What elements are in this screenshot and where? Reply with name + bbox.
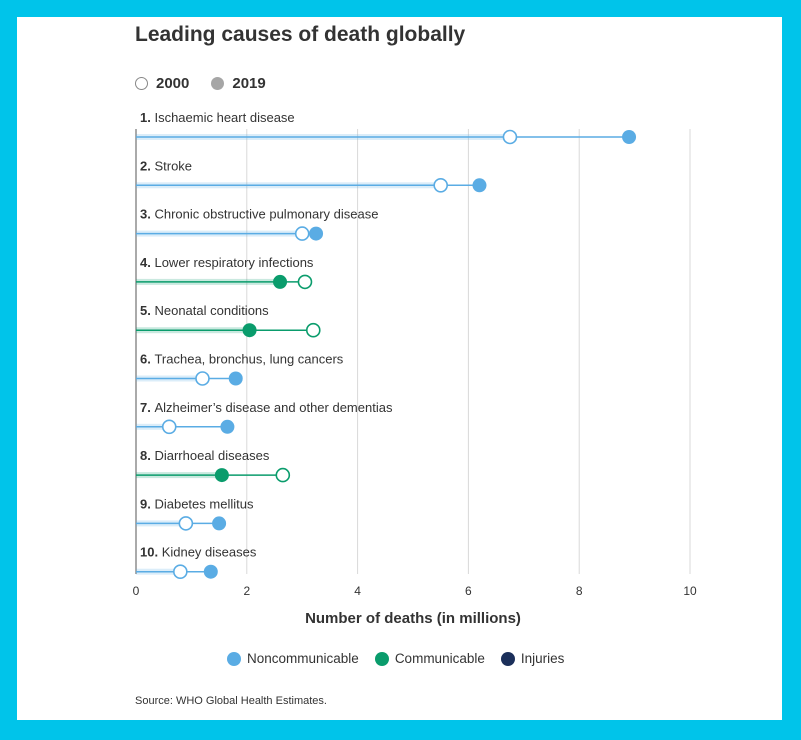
category-rank: 7. (140, 400, 154, 415)
x-tick-label: 4 (354, 584, 361, 598)
category-label: 6. Trachea, bronchus, lung cancers (140, 352, 344, 367)
point-2000 (305, 322, 321, 338)
injuries-legend-dot (500, 651, 515, 666)
point-2019 (472, 178, 487, 193)
point-2019 (622, 130, 637, 144)
point-2000 (433, 178, 449, 193)
noncommunicable-legend-label: Noncommunicable (247, 651, 359, 666)
point-2000 (297, 274, 313, 290)
point-2000 (195, 371, 210, 386)
point-2000 (173, 564, 188, 580)
category-legend: Noncommunicable Communicable Injuries (227, 651, 574, 666)
category-label: 8. Diarrhoeal diseases (140, 448, 270, 463)
category-rank: 9. (140, 496, 154, 511)
category-label: 10. Kidney diseases (140, 545, 257, 560)
category-rank: 8. (140, 448, 154, 463)
x-tick-label: 10 (683, 584, 697, 598)
year-2019-marker (211, 77, 225, 90)
category-rank: 4. (140, 255, 154, 270)
point-2019 (309, 226, 324, 241)
category-name: Kidney diseases (162, 545, 257, 560)
point-2019 (273, 274, 288, 289)
point-2019 (228, 371, 243, 386)
point-2019 (214, 468, 229, 483)
year-2000-label: 2000 (156, 75, 190, 92)
communicable-legend-dot (374, 651, 389, 666)
category-rank: 6. (140, 352, 154, 367)
category-label: 5. Neonatal conditions (140, 303, 269, 318)
point-2019 (212, 516, 227, 531)
x-tick-label: 6 (465, 584, 472, 598)
point-2019 (242, 323, 257, 338)
category-name: Diabetes mellitus (154, 496, 253, 511)
category-name: Neonatal conditions (154, 303, 269, 318)
chart-title: Leading causes of death globally (135, 23, 466, 46)
category-name: Ischaemic heart disease (154, 110, 294, 125)
category-rank: 2. (140, 158, 154, 173)
category-label: 9. Diabetes mellitus (140, 496, 254, 511)
point-2000 (178, 516, 194, 531)
category-label: 1. Ischaemic heart disease (140, 110, 295, 125)
point-2000 (502, 129, 518, 145)
category-rank: 10. (140, 545, 162, 560)
category-name: Diarrhoeal diseases (154, 448, 269, 463)
injuries-legend-label: Injuries (520, 651, 565, 666)
category-rank: 1. (140, 110, 154, 125)
category-label: 7. Alzheimer’s disease and other dementi… (140, 400, 393, 415)
category-rank: 5. (140, 303, 154, 318)
x-axis-title: Number of deaths (in millions) (305, 610, 521, 627)
point-2000 (161, 419, 177, 435)
source-note: Source: WHO Global Health Estimates. (135, 695, 327, 707)
year-legend: 2000 2019 (135, 75, 280, 92)
year-2000-marker (135, 77, 148, 90)
category-name: Stroke (154, 158, 192, 173)
communicable-legend-label: Communicable (394, 651, 485, 666)
category-rank: 3. (140, 207, 154, 222)
category-name: Trachea, bronchus, lung cancers (154, 352, 343, 367)
category-name: Chronic obstructive pulmonary disease (154, 207, 378, 222)
dumbbell-chart: 0 2 4 6 8 10 Number of deaths (in millions) 1. … (133, 110, 697, 627)
category-label: 3. Chronic obstructive pulmonary disease (140, 207, 378, 222)
category-label: 2. Stroke (140, 158, 192, 173)
point-2000 (275, 467, 291, 483)
category-name: Lower respiratory infections (154, 255, 313, 270)
point-2019 (220, 419, 235, 434)
point-2000 (294, 226, 310, 241)
x-tick-label: 2 (243, 584, 250, 598)
year-2019-label: 2019 (232, 75, 266, 92)
chart-card: Leading causes of death globally 2000 20… (17, 17, 782, 720)
category-label: 4. Lower respiratory infections (140, 255, 314, 270)
point-2019 (203, 564, 218, 579)
noncommunicable-legend-dot (227, 651, 241, 666)
x-tick-label: 0 (133, 584, 140, 598)
category-name: Alzheimer’s disease and other dementias (154, 400, 392, 415)
x-tick-label: 8 (576, 584, 583, 598)
